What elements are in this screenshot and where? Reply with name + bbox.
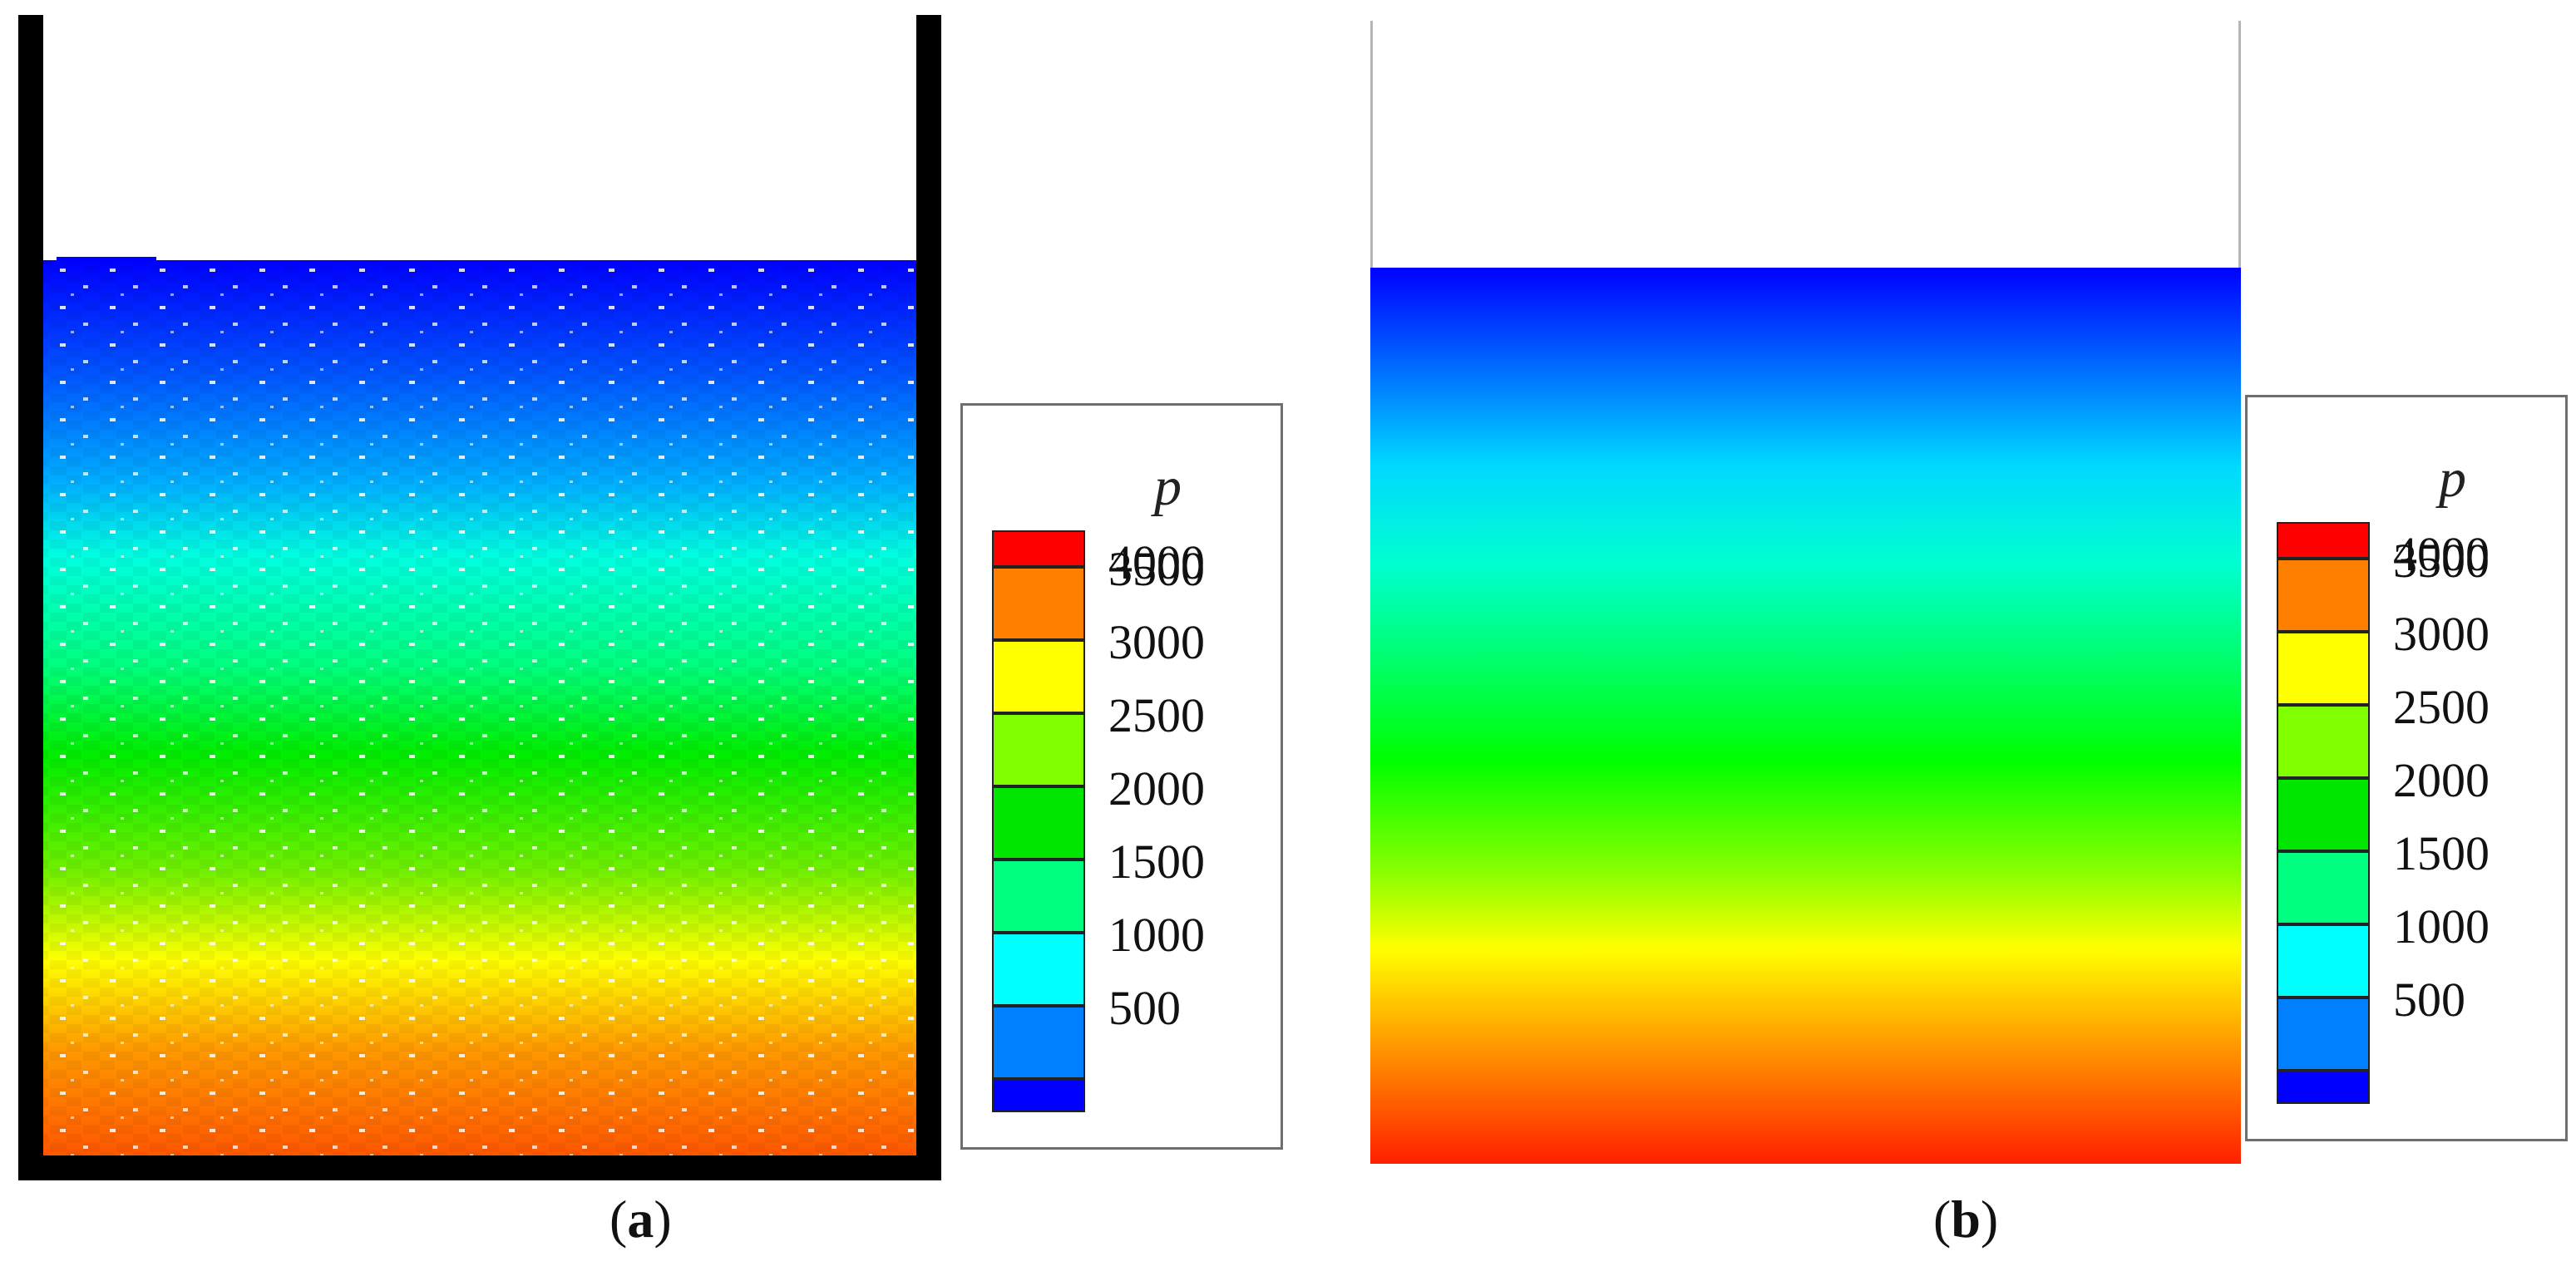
legend-label: 2500 [1108,688,1205,742]
legend-swatch [992,713,1085,786]
legend-label: 3500 [2393,534,2490,588]
legend-swatch [992,640,1085,713]
container-outline-right [2238,21,2241,268]
legend-swatch-bottom [992,1079,1085,1112]
panel-a-plot [18,15,941,1180]
legend-label: 1000 [1108,908,1205,962]
legend-label: 4000 [1108,535,1205,589]
legend-swatch [2277,559,2370,632]
legend-swatch [2277,705,2370,778]
legend-label: 4000 [2393,527,2490,581]
legend-swatch [2277,998,2370,1071]
legend-swatch [2277,522,2370,559]
legend-label: 2000 [2393,753,2490,807]
legend-swatch [992,933,1085,1006]
legend-label: 3000 [1108,615,1205,669]
panel-b-plot [1370,21,2241,1164]
legend-swatch [2277,924,2370,998]
legend-label: 3000 [2393,607,2490,661]
legend-swatch [992,860,1085,933]
legend-b: p 4000 3500 3000 2500 2000 1500 1000 500 [2245,395,2568,1141]
legend-label: 2500 [2393,680,2490,734]
legend-a-title: p [1154,456,1182,517]
legend-label: 500 [1108,981,1181,1035]
legend-swatch-bottom [2277,1071,2370,1104]
legend-a: p 4000 3500 3000 2500 2000 1500 1000 500 [960,403,1283,1150]
legend-label: 1500 [2393,826,2490,880]
legend-label: 2000 [1108,761,1205,815]
container-floor [18,1155,941,1180]
legend-swatch [2277,778,2370,851]
legend-swatch [992,1006,1085,1079]
legend-label: 1500 [1108,835,1205,889]
legend-label: 500 [2393,973,2465,1027]
legend-swatch [992,530,1085,567]
container-wall-right [916,15,941,1179]
legend-label: 3500 [1108,542,1205,596]
legend-b-title: p [2439,448,2466,509]
caption-a: (a) [609,1190,672,1249]
caption-b: (b) [1933,1190,1999,1249]
container-wall-left [18,15,43,1179]
legend-swatch [2277,632,2370,705]
legend-swatch [992,786,1085,860]
legend-swatch [992,567,1085,640]
container-outline-left [1370,21,1373,268]
legend-label: 1000 [2393,899,2490,953]
legend-swatch [2277,851,2370,924]
